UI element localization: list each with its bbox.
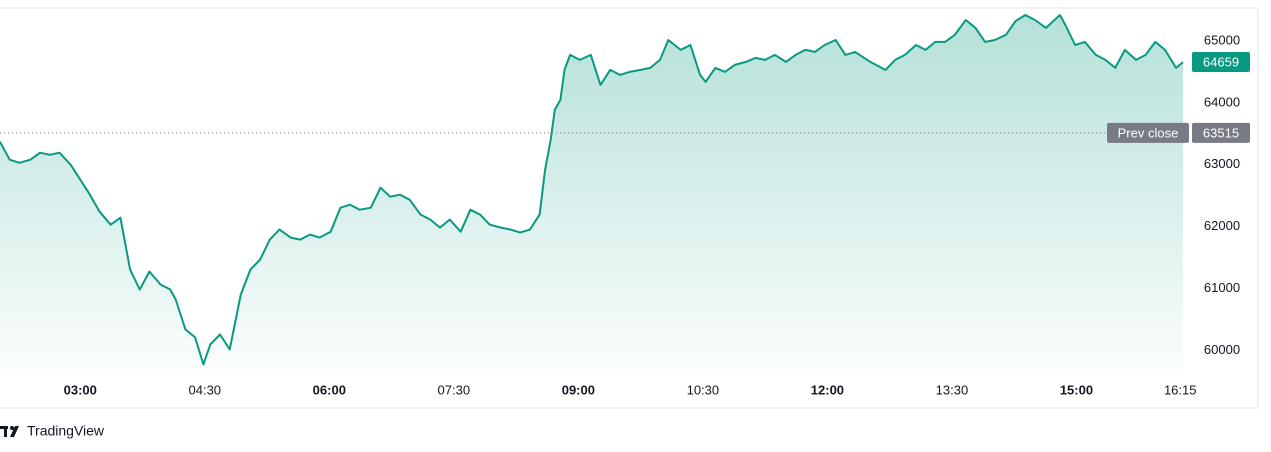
y-tick-label: 61000 bbox=[1204, 280, 1240, 295]
y-tick-label: 62000 bbox=[1204, 218, 1240, 233]
brand-name: TradingView bbox=[27, 423, 105, 439]
x-tick-label: 16:15 bbox=[1164, 382, 1197, 397]
last-price-box bbox=[1192, 52, 1250, 73]
y-tick-label: 64000 bbox=[1204, 94, 1240, 109]
brand-logo bbox=[0, 426, 19, 437]
y-tick-label: 60000 bbox=[1204, 342, 1240, 357]
last-price-label: 64659 bbox=[1203, 54, 1239, 69]
x-tick-label: 03:00 bbox=[64, 382, 97, 397]
x-tick-label: 09:00 bbox=[562, 382, 595, 397]
area-fill bbox=[0, 15, 1183, 369]
y-tick-label: 65000 bbox=[1204, 32, 1240, 47]
prev-close-value: 63515 bbox=[1203, 125, 1239, 140]
prev-close-label: Prev close bbox=[1118, 125, 1179, 140]
x-tick-label: 13:30 bbox=[936, 382, 969, 397]
y-tick-label: 63000 bbox=[1204, 156, 1240, 171]
x-tick-label: 15:00 bbox=[1060, 382, 1093, 397]
prev-close-label-box bbox=[1107, 122, 1189, 143]
x-tick-label: 06:00 bbox=[313, 382, 346, 397]
x-tick-label: 10:30 bbox=[687, 382, 720, 397]
price-line bbox=[0, 14, 1184, 366]
x-tick-label: 04:30 bbox=[189, 382, 222, 397]
x-tick-label: 07:30 bbox=[438, 382, 471, 397]
x-tick-label: 12:00 bbox=[811, 382, 844, 397]
prev-close-value-box bbox=[1192, 122, 1250, 143]
